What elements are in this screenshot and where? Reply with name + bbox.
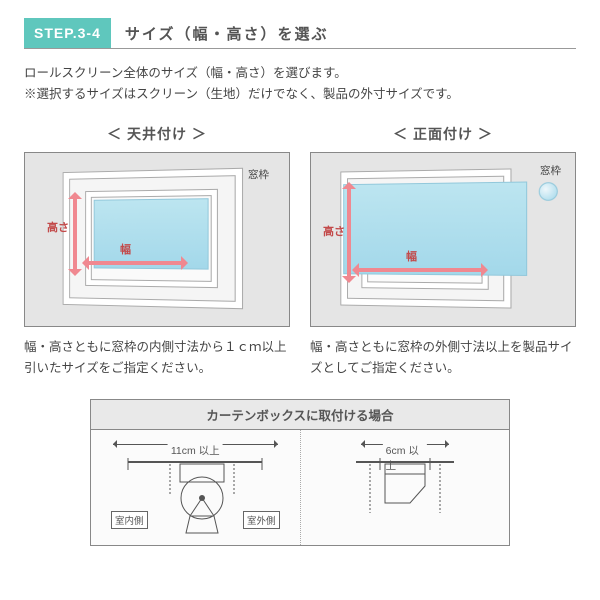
ceiling-mount-column: ＜ 天井付け ＞ 窓枠 幅 高さ 幅・高さともに窓枠の内側寸法から１ｃｍ以上引い…: [24, 124, 290, 380]
intro-text: ロールスクリーン全体のサイズ（幅・高さ）を選びます。 ※選択するサイズはスクリー…: [24, 63, 576, 106]
bracket-side-icon: [330, 458, 480, 540]
roller-icon: [539, 182, 558, 201]
front-diagram: 窓枠 幅 高さ: [310, 152, 576, 327]
step-title: サイズ（幅・高さ）を選ぶ: [111, 23, 329, 44]
step-header: STEP.3-4 サイズ（幅・高さ）を選ぶ: [24, 18, 576, 49]
intro-line2: ※選択するサイズはスクリーン（生地）だけでなく、製品の外寸サイズです。: [24, 84, 576, 105]
outside-tag: 室外側: [243, 511, 280, 529]
frame-label: 窓枠: [248, 167, 269, 182]
curtain-box-title: カーテンボックスに取付ける場合: [91, 400, 509, 430]
front-title: ＜ 正面付け ＞: [310, 124, 576, 144]
left-dimension: 11cm 以上: [168, 443, 223, 458]
ceiling-title: ＜ 天井付け ＞: [24, 124, 290, 144]
height-arrow-icon: [347, 185, 351, 280]
curtain-box-section: カーテンボックスに取付ける場合 11cm 以上: [90, 399, 510, 546]
curtain-box-right: 6cm 以上: [301, 430, 510, 545]
width-label: 幅: [406, 248, 417, 264]
step-badge: STEP.3-4: [24, 18, 111, 48]
mount-options: ＜ 天井付け ＞ 窓枠 幅 高さ 幅・高さともに窓枠の内側寸法から１ｃｍ以上引い…: [24, 124, 576, 380]
inside-tag: 室内側: [111, 511, 148, 529]
dimension-line-icon: 11cm 以上: [113, 444, 278, 445]
frame-label: 窓枠: [540, 163, 561, 178]
height-label: 高さ: [47, 219, 69, 235]
height-arrow-icon: [73, 195, 77, 273]
ceiling-diagram: 窓枠 幅 高さ: [24, 152, 290, 327]
front-mount-column: ＜ 正面付け ＞ 窓枠 幅 高さ 幅・高さともに窓枠の外側寸法以上を製品サイズと…: [310, 124, 576, 380]
intro-line1: ロールスクリーン全体のサイズ（幅・高さ）を選びます。: [24, 63, 576, 84]
front-caption: 幅・高さともに窓枠の外側寸法以上を製品サイズとしてご指定ください。: [310, 337, 576, 380]
curtain-box-left: 11cm 以上 室内側 室外側: [91, 430, 301, 545]
dimension-line-icon: 6cm 以上: [361, 444, 450, 445]
height-label: 高さ: [323, 223, 345, 239]
width-arrow-icon: [355, 268, 485, 272]
width-arrow-icon: [85, 261, 185, 265]
ceiling-caption: 幅・高さともに窓枠の内側寸法から１ｃｍ以上引いたサイズをご指定ください。: [24, 337, 290, 380]
width-label: 幅: [120, 241, 131, 257]
